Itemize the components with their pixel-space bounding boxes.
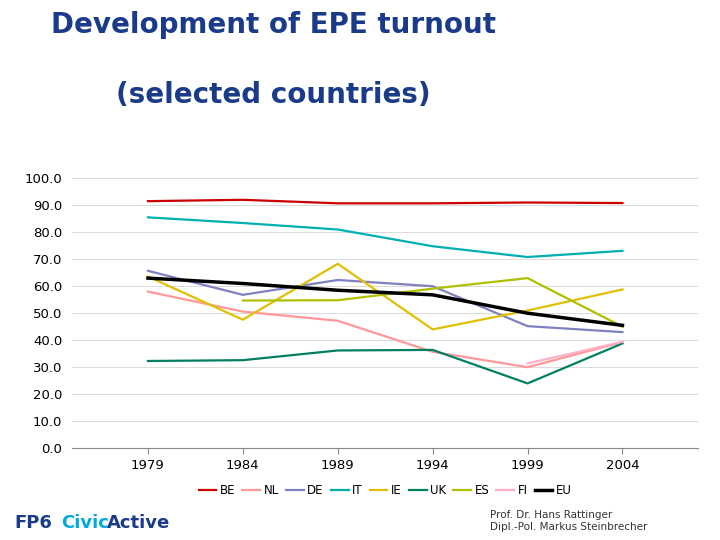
Legend: BE, NL, DE, IT, IE, UK, ES, FI, EU: BE, NL, DE, IT, IE, UK, ES, FI, EU (194, 480, 577, 502)
Text: Civic: Civic (61, 514, 109, 532)
Text: Development of EPE turnout: Development of EPE turnout (51, 11, 496, 39)
Text: FP6: FP6 (14, 514, 53, 532)
Text: Prof. Dr. Hans Rattinger
Dipl.-Pol. Markus Steinbrecher: Prof. Dr. Hans Rattinger Dipl.-Pol. Mark… (490, 510, 647, 532)
Text: Active: Active (107, 514, 170, 532)
Text: (selected countries): (selected countries) (117, 81, 431, 109)
